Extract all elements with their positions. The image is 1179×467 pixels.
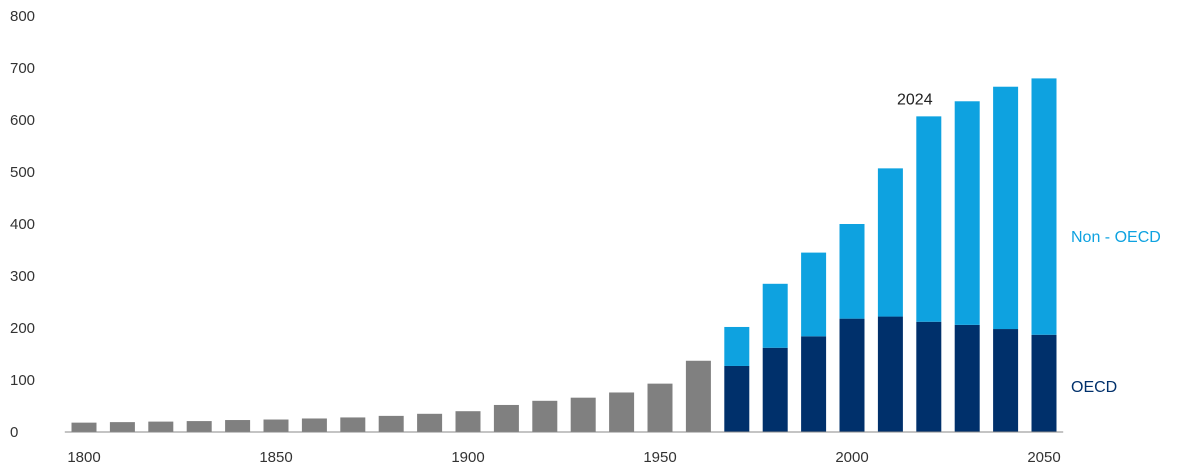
bar-oecd-2050: [1031, 334, 1057, 432]
x-axis-ticks: 1800 1850 1900 1950 2000 2050: [67, 449, 1060, 466]
y-tick-label-300: 300: [10, 268, 35, 285]
bar-total-1880: [378, 415, 404, 432]
x-tick-label-1850: 1850: [259, 449, 292, 466]
y-tick-label-700: 700: [10, 60, 35, 77]
bar-total-1820: [148, 421, 174, 432]
bar-total-1950: [647, 383, 673, 432]
bar-oecd-2000: [839, 318, 865, 432]
bar-total-1910: [493, 404, 519, 432]
bars: [71, 78, 1057, 432]
y-tick-label-600: 600: [10, 112, 35, 129]
bar-total-1840: [225, 420, 251, 432]
bar-non-oecd-1980: [762, 283, 788, 348]
bar-total-1940: [609, 392, 635, 432]
legend-non-oecd: Non - OECD: [1071, 229, 1161, 246]
y-axis-ticks: 0 100 200 300 400 500 600 700 800: [10, 8, 35, 441]
bar-oecd-1980: [762, 347, 788, 432]
x-tick-label-1900: 1900: [451, 449, 484, 466]
x-tick-label-1800: 1800: [67, 449, 100, 466]
y-tick-label-100: 100: [10, 372, 35, 389]
y-tick-label-500: 500: [10, 164, 35, 181]
bar-oecd-2040: [993, 329, 1019, 432]
bar-non-oecd-1970: [724, 326, 750, 366]
bar-non-oecd-2050: [1031, 78, 1057, 335]
bar-oecd-2020: [916, 321, 942, 432]
bar-non-oecd-2010: [877, 168, 903, 317]
bar-total-1800: [71, 422, 97, 432]
bar-non-oecd-2020: [916, 116, 942, 322]
bar-oecd-1990: [801, 336, 827, 432]
bar-non-oecd-2040: [993, 86, 1019, 330]
y-tick-label-800: 800: [10, 8, 35, 25]
annotation-2024: 2024: [897, 91, 933, 108]
x-tick-label-1950: 1950: [643, 449, 676, 466]
y-tick-label-0: 0: [10, 424, 18, 441]
bar-total-1920: [532, 400, 558, 432]
x-tick-label-2000: 2000: [835, 449, 868, 466]
bar-oecd-2010: [877, 316, 903, 432]
bar-oecd-2030: [954, 324, 980, 432]
bar-oecd-1970: [724, 365, 750, 432]
legend-oecd: OECD: [1071, 379, 1117, 396]
bar-non-oecd-2030: [954, 101, 980, 325]
bar-non-oecd-2000: [839, 224, 865, 319]
bar-non-oecd-1990: [801, 252, 827, 337]
bar-total-1870: [340, 417, 366, 432]
bar-total-1960: [685, 360, 711, 432]
bar-total-1810: [109, 422, 135, 432]
y-tick-label-200: 200: [10, 320, 35, 337]
bar-total-1860: [301, 418, 327, 432]
x-tick-label-2050: 2050: [1027, 449, 1060, 466]
y-tick-label-400: 400: [10, 216, 35, 233]
bar-total-1900: [455, 411, 481, 432]
bar-total-1830: [186, 421, 212, 432]
bar-total-1850: [263, 419, 289, 432]
bar-total-1930: [570, 397, 596, 432]
bar-total-1890: [417, 413, 443, 432]
